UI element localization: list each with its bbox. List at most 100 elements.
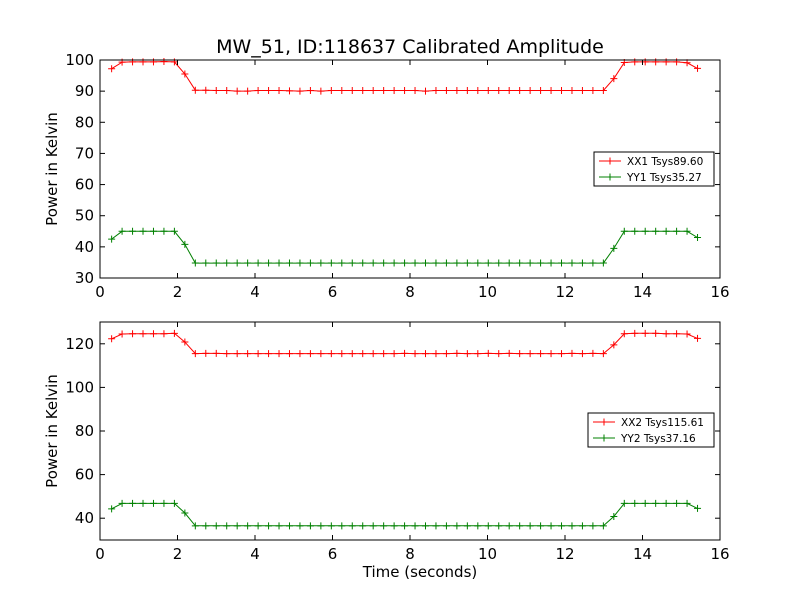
data-point [683, 499, 691, 507]
data-point [108, 235, 116, 243]
figure-title: MW_51, ID:118637 Calibrated Amplitude [216, 36, 604, 58]
data-point [129, 330, 137, 338]
data-point [118, 227, 126, 235]
data-point [463, 522, 471, 530]
data-point [265, 350, 273, 358]
data-point [484, 349, 492, 357]
data-point [149, 227, 157, 235]
data-point [495, 350, 503, 358]
data-point [495, 87, 503, 95]
data-point [327, 259, 335, 267]
data-point [139, 330, 147, 338]
data-point [244, 259, 252, 267]
data-point [422, 350, 429, 358]
y-tick-label: 100 [65, 378, 94, 396]
data-point [317, 522, 325, 530]
data-point [306, 259, 314, 267]
data-point [484, 522, 492, 530]
data-point [233, 350, 241, 358]
data-point [108, 505, 116, 513]
data-point [296, 350, 304, 358]
x-tick-label: 10 [478, 283, 497, 301]
data-point [599, 350, 607, 358]
data-point [254, 350, 262, 358]
x-tick-label: 16 [710, 283, 729, 301]
data-point [160, 499, 168, 507]
data-point [233, 87, 241, 95]
x-tick-label: 4 [250, 283, 260, 301]
x-tick-label: 14 [633, 283, 652, 301]
data-point [432, 350, 440, 358]
data-point [442, 350, 450, 358]
data-point [390, 259, 398, 267]
data-point [568, 87, 576, 95]
data-point [348, 522, 356, 530]
y-tick-label: 120 [65, 335, 94, 353]
data-point [139, 58, 147, 66]
data-point [432, 87, 440, 95]
data-point [662, 227, 670, 235]
data-point [338, 350, 346, 358]
data-point [516, 87, 524, 95]
legend-box [593, 151, 715, 187]
data-point [620, 227, 628, 235]
data-point [212, 87, 220, 95]
legend-label: XX1 Tsys89.60 [627, 156, 703, 168]
data-point [244, 87, 252, 95]
y-tick-label: 80 [75, 113, 94, 131]
data-point [505, 522, 513, 530]
data-point [505, 349, 513, 357]
data-point [641, 329, 649, 337]
data-point [181, 509, 189, 517]
y-tick-label: 70 [75, 144, 94, 162]
data-point [495, 522, 503, 530]
data-point [558, 259, 566, 267]
data-point [160, 330, 168, 338]
data-point [537, 259, 545, 267]
data-point [285, 87, 293, 95]
data-point [160, 58, 168, 66]
legend-label: XX2 Tsys115.61 [621, 417, 704, 429]
data-point [537, 87, 545, 95]
x-tick-label: 12 [555, 283, 574, 301]
data-point [432, 522, 440, 530]
data-point [432, 259, 440, 267]
data-point [411, 350, 419, 358]
y-tick-label: 60 [75, 466, 94, 484]
data-point [442, 87, 450, 95]
data-point [463, 87, 471, 95]
data-point [401, 522, 409, 530]
data-point [516, 350, 524, 358]
data-point [610, 75, 618, 83]
data-point [244, 522, 252, 530]
data-point [233, 259, 241, 267]
data-point [694, 504, 702, 512]
data-point [662, 499, 670, 507]
data-point [610, 512, 618, 520]
data-point [233, 522, 241, 530]
data-point [578, 522, 586, 530]
data-point [411, 259, 419, 267]
legend-label: YY2 Tsys37.16 [620, 433, 696, 445]
data-point [170, 499, 178, 507]
y-tick-label: 40 [75, 238, 94, 256]
data-point [547, 87, 555, 95]
y-tick-label: 30 [75, 269, 94, 287]
data-point [380, 522, 388, 530]
data-point [578, 259, 586, 267]
bottom-plot: 0 2 4 6 8 10 12 14 16 40 60 80 100 120 Power in Kelvin… [43, 321, 730, 581]
data-point [578, 87, 586, 95]
data-point [191, 259, 199, 267]
series-yy-1 [108, 227, 702, 267]
data-point [160, 227, 168, 235]
data-point [327, 350, 335, 358]
data-point [631, 499, 639, 507]
data-point [296, 87, 304, 95]
data-point [348, 259, 356, 267]
data-point [453, 522, 461, 530]
data-point [463, 259, 471, 267]
data-point [401, 87, 409, 95]
data-point [673, 330, 681, 338]
data-point [526, 87, 534, 95]
